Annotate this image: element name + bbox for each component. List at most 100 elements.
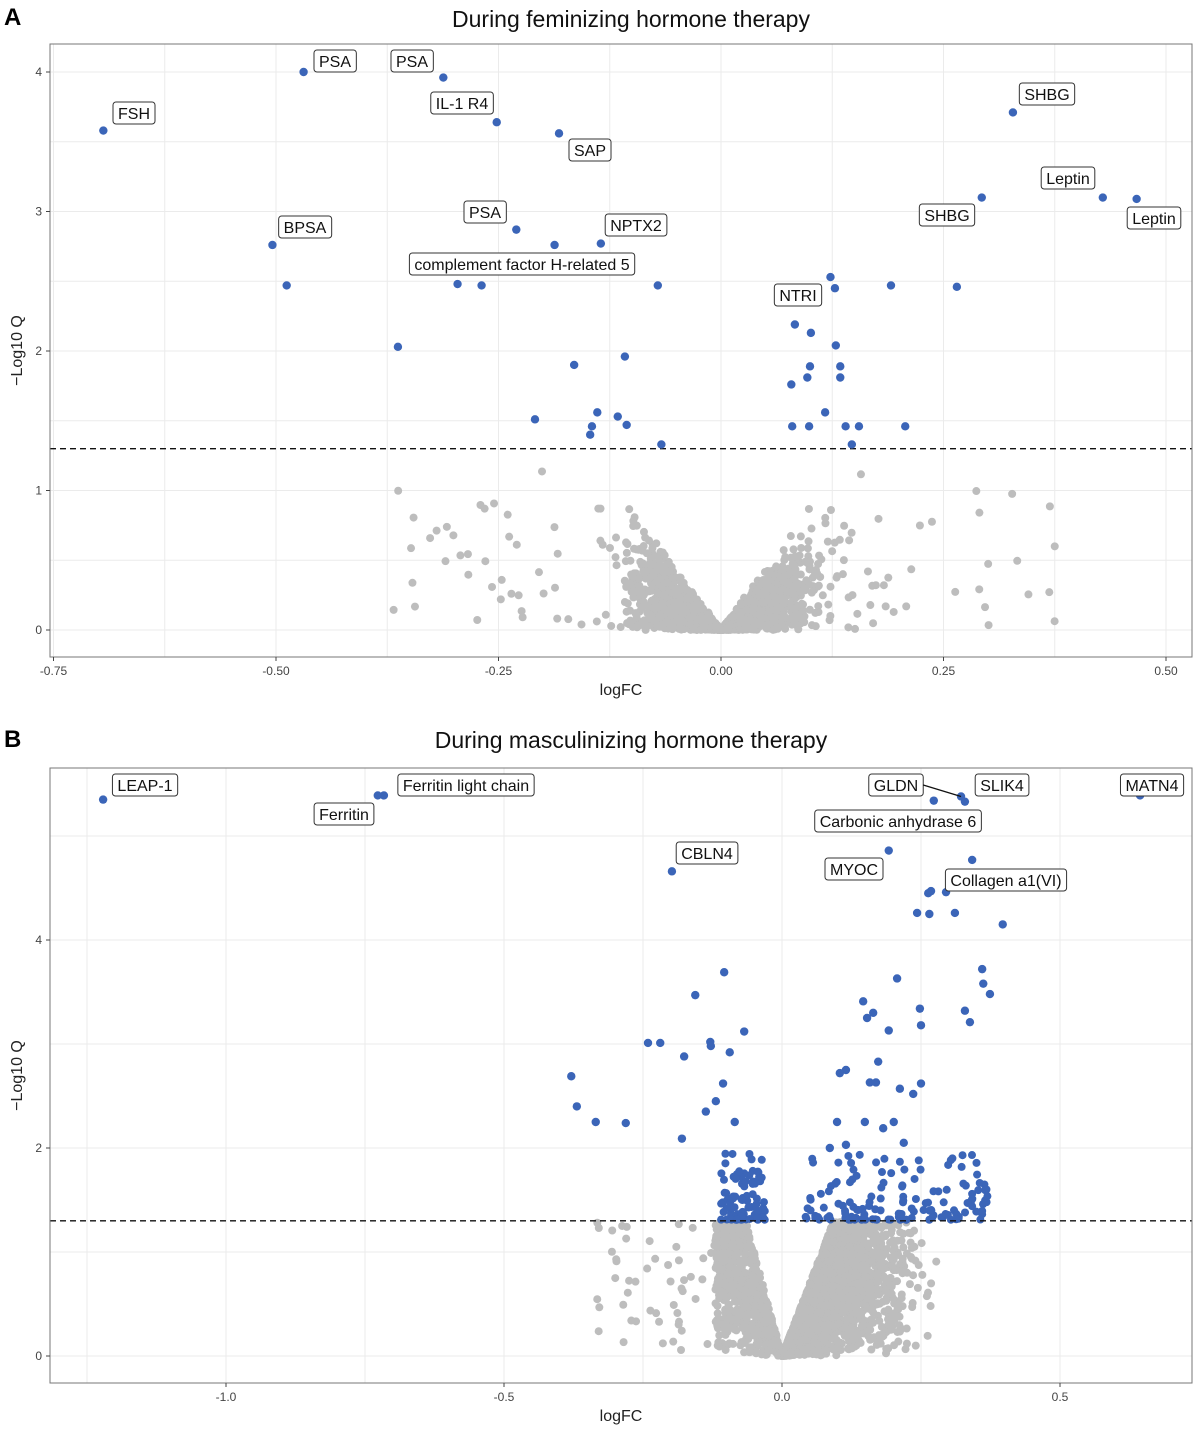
data-point-nonsignificant — [776, 603, 785, 612]
data-point-nonsignificant — [687, 588, 696, 597]
data-point-nonsignificant — [823, 537, 832, 546]
data-point-significant — [268, 240, 277, 250]
data-point-significant — [569, 360, 579, 370]
data-point-nonsignificant — [803, 544, 812, 553]
data-point-nonsignificant — [648, 596, 657, 605]
data-point-nonsignificant — [449, 531, 458, 540]
data-point-nonsignificant — [705, 610, 714, 619]
point-label-text: FSH — [118, 106, 150, 123]
data-point-significant — [622, 420, 631, 430]
data-point-nonsignificant — [790, 562, 799, 571]
data-point-nonsignificant — [951, 587, 960, 596]
data-point-nonsignificant — [871, 581, 880, 590]
data-point-nonsignificant — [728, 613, 737, 622]
data-point-nonsignificant — [752, 1349, 761, 1358]
data-point-nonsignificant — [878, 1297, 887, 1306]
data-point-nonsignificant — [766, 599, 775, 608]
data-point-nonsignificant — [713, 1301, 722, 1310]
data-point-significant — [596, 239, 606, 248]
data-point-nonsignificant — [779, 565, 788, 574]
data-point-nonsignificant — [742, 623, 751, 632]
data-point-nonsignificant — [622, 538, 631, 547]
data-point-nonsignificant — [743, 617, 752, 626]
data-point-nonsignificant — [612, 533, 621, 542]
data-point-nonsignificant — [551, 583, 560, 592]
data-point-nonsignificant — [629, 522, 638, 531]
data-point-nonsignificant — [631, 1277, 640, 1286]
data-point-nonsignificant — [691, 1294, 700, 1303]
data-point-nonsignificant — [659, 590, 668, 599]
data-point-nonsignificant — [927, 517, 936, 526]
point-label-text: SHBG — [1024, 87, 1069, 104]
data-point-nonsignificant — [797, 599, 806, 608]
x-tick-label: -0.25 — [485, 664, 513, 678]
data-point-nonsignificant — [649, 616, 658, 625]
data-point-nonsignificant — [627, 1316, 636, 1325]
data-point-nonsignificant — [984, 621, 993, 630]
data-point-nonsignificant — [1013, 556, 1022, 565]
data-point-nonsignificant — [442, 522, 451, 531]
data-point-nonsignificant — [781, 613, 790, 622]
data-point-nonsignificant — [596, 536, 605, 545]
point-label-text: SAP — [574, 143, 606, 160]
point-label-text: BPSA — [284, 220, 327, 237]
data-point-nonsignificant — [518, 613, 527, 622]
data-point-nonsignificant — [867, 1315, 876, 1324]
data-point-nonsignificant — [632, 613, 641, 622]
data-point-nonsignificant — [692, 615, 701, 624]
data-point-nonsignificant — [874, 514, 883, 523]
data-point-nonsignificant — [689, 601, 698, 610]
data-point-significant — [1098, 193, 1108, 202]
data-point-nonsignificant — [783, 587, 792, 596]
point-label: NTRI — [773, 283, 823, 307]
data-point-nonsignificant — [679, 578, 688, 587]
data-point-nonsignificant — [814, 602, 823, 611]
data-point-nonsignificant — [620, 598, 629, 607]
data-point-significant — [1008, 108, 1018, 117]
data-point-nonsignificant — [627, 587, 636, 596]
data-point-nonsignificant — [654, 562, 663, 571]
data-point-nonsignificant — [612, 1257, 621, 1266]
data-point-nonsignificant — [607, 1247, 616, 1256]
data-point-nonsignificant — [481, 557, 490, 566]
data-point-significant — [826, 272, 835, 282]
point-label-text: NPTX2 — [610, 218, 662, 235]
data-point-significant — [836, 362, 845, 371]
point-label: NPTX2 — [604, 213, 668, 237]
data-point-nonsignificant — [677, 1326, 686, 1335]
data-point-nonsignificant — [975, 585, 984, 594]
data-point-nonsignificant — [656, 547, 665, 556]
data-point-significant — [820, 408, 830, 417]
data-point-nonsignificant — [851, 624, 860, 633]
data-point-significant — [299, 67, 308, 77]
data-point-nonsignificant — [611, 553, 620, 562]
data-point-nonsignificant — [647, 572, 656, 581]
data-point-nonsignificant — [630, 544, 639, 553]
data-point-nonsignificant — [772, 595, 781, 604]
data-point-nonsignificant — [698, 1275, 707, 1284]
data-point-nonsignificant — [1045, 588, 1054, 597]
data-point-nonsignificant — [777, 620, 786, 629]
data-point-nonsignificant — [669, 1337, 678, 1346]
data-point-nonsignificant — [884, 573, 893, 582]
point-label-text: NTRI — [779, 288, 816, 305]
data-point-nonsignificant — [607, 621, 616, 630]
data-point-nonsignificant — [658, 1339, 667, 1348]
data-point-nonsignificant — [505, 532, 514, 541]
data-point-significant — [653, 281, 663, 290]
data-point-nonsignificant — [639, 598, 648, 607]
data-point-significant — [593, 408, 602, 417]
data-point-nonsignificant — [844, 623, 853, 632]
data-point-nonsignificant — [770, 585, 779, 594]
data-point-nonsignificant — [689, 624, 698, 633]
nonsignificant-points — [389, 467, 1059, 634]
data-point-nonsignificant — [539, 589, 548, 598]
point-label-text: PSA — [319, 54, 351, 71]
data-point-nonsignificant — [856, 470, 865, 479]
data-point-nonsignificant — [814, 581, 823, 590]
data-point-nonsignificant — [619, 1338, 628, 1347]
data-point-nonsignificant — [550, 523, 559, 532]
data-point-nonsignificant — [639, 567, 648, 576]
data-point-significant — [806, 328, 816, 338]
data-point-nonsignificant — [800, 586, 809, 595]
